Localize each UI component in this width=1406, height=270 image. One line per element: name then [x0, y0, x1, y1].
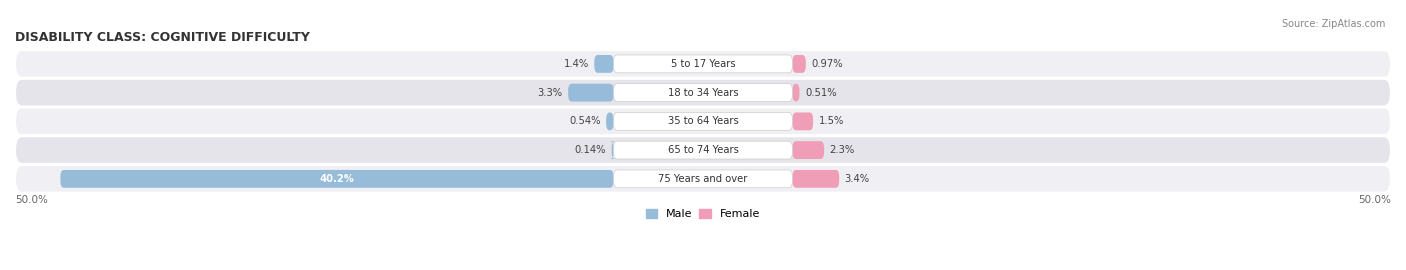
- Text: 1.5%: 1.5%: [818, 116, 844, 126]
- Text: 75 Years and over: 75 Years and over: [658, 174, 748, 184]
- FancyBboxPatch shape: [60, 170, 613, 188]
- FancyBboxPatch shape: [606, 113, 613, 130]
- FancyBboxPatch shape: [613, 141, 793, 159]
- Text: 35 to 64 Years: 35 to 64 Years: [668, 116, 738, 126]
- Text: 2.3%: 2.3%: [830, 145, 855, 155]
- Legend: Male, Female: Male, Female: [647, 209, 759, 219]
- FancyBboxPatch shape: [610, 141, 614, 159]
- Text: 0.14%: 0.14%: [575, 145, 606, 155]
- FancyBboxPatch shape: [613, 84, 793, 102]
- Text: 50.0%: 50.0%: [15, 195, 48, 205]
- FancyBboxPatch shape: [15, 79, 1391, 106]
- Text: DISABILITY CLASS: COGNITIVE DIFFICULTY: DISABILITY CLASS: COGNITIVE DIFFICULTY: [15, 31, 309, 44]
- FancyBboxPatch shape: [613, 113, 793, 130]
- Text: 40.2%: 40.2%: [319, 174, 354, 184]
- FancyBboxPatch shape: [15, 107, 1391, 135]
- Text: 0.97%: 0.97%: [811, 59, 844, 69]
- Text: 18 to 34 Years: 18 to 34 Years: [668, 88, 738, 98]
- FancyBboxPatch shape: [793, 170, 839, 188]
- Text: 0.54%: 0.54%: [569, 116, 600, 126]
- FancyBboxPatch shape: [15, 136, 1391, 164]
- FancyBboxPatch shape: [15, 50, 1391, 78]
- FancyBboxPatch shape: [568, 84, 613, 102]
- Text: 3.3%: 3.3%: [537, 88, 562, 98]
- FancyBboxPatch shape: [613, 170, 793, 188]
- FancyBboxPatch shape: [793, 113, 813, 130]
- Text: 1.4%: 1.4%: [564, 59, 589, 69]
- FancyBboxPatch shape: [613, 55, 793, 73]
- Text: 65 to 74 Years: 65 to 74 Years: [668, 145, 738, 155]
- FancyBboxPatch shape: [793, 84, 800, 102]
- Text: 3.4%: 3.4%: [845, 174, 870, 184]
- FancyBboxPatch shape: [793, 141, 824, 159]
- FancyBboxPatch shape: [793, 55, 806, 73]
- Text: Source: ZipAtlas.com: Source: ZipAtlas.com: [1281, 19, 1385, 29]
- FancyBboxPatch shape: [595, 55, 613, 73]
- Text: 50.0%: 50.0%: [1358, 195, 1391, 205]
- Text: 5 to 17 Years: 5 to 17 Years: [671, 59, 735, 69]
- FancyBboxPatch shape: [15, 165, 1391, 193]
- Text: 0.51%: 0.51%: [806, 88, 837, 98]
